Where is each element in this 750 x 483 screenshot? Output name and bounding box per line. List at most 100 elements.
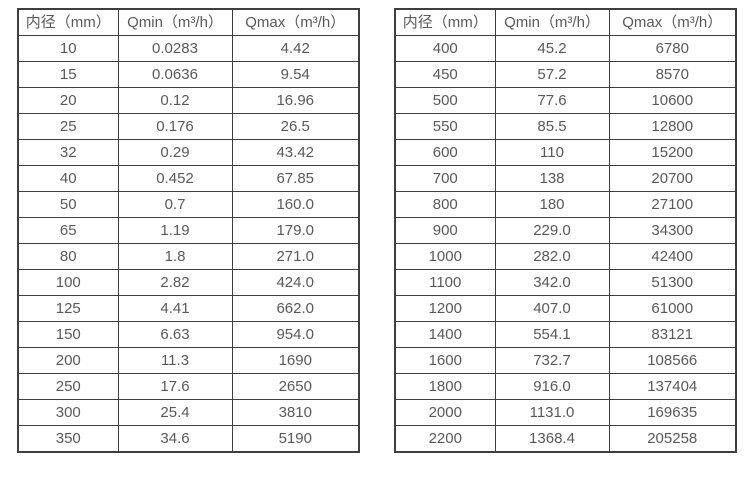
- table-cell: 179.0: [231, 217, 360, 244]
- table-cell: 125: [17, 295, 119, 322]
- table-cell: 1.19: [117, 217, 233, 244]
- table-cell: 16.96: [231, 87, 360, 114]
- table-cell: 662.0: [231, 295, 360, 322]
- table-row: 25 0.176 26.5: [17, 113, 360, 140]
- table-row: 350 34.6 5190: [17, 425, 360, 453]
- table-cell: 407.0: [494, 295, 610, 322]
- table-cell: 45.2: [494, 35, 610, 62]
- flow-spec-table-large-diameters: 内径（mm） Qmin（m³/h） Qmax（m³/h） 400 45.2 6780 450…: [394, 8, 737, 453]
- column-header: Qmin（m³/h）: [117, 8, 233, 36]
- column-header: Qmax（m³/h）: [231, 8, 360, 36]
- table-cell: 4.41: [117, 295, 233, 322]
- column-header: Qmax（m³/h）: [608, 8, 737, 36]
- table-cell: 137404: [608, 373, 737, 400]
- table-cell: 34300: [608, 217, 737, 244]
- table-cell: 27100: [608, 191, 737, 218]
- table-row: 20 0.12 16.96: [17, 87, 360, 114]
- table-row: 200 11.3 1690: [17, 347, 360, 374]
- table-cell: 250: [17, 373, 119, 400]
- table-cell: 80: [17, 243, 119, 270]
- table-row: 400 45.2 6780: [394, 35, 737, 62]
- table-cell: 1800: [394, 373, 496, 400]
- table-cell: 2.82: [117, 269, 233, 296]
- table-cell: 160.0: [231, 191, 360, 218]
- table-cell: 61000: [608, 295, 737, 322]
- table-cell: 67.85: [231, 165, 360, 192]
- table-cell: 10600: [608, 87, 737, 114]
- table-cell: 1400: [394, 321, 496, 348]
- table-cell: 900: [394, 217, 496, 244]
- table-cell: 550: [394, 113, 496, 140]
- table-cell: 83121: [608, 321, 737, 348]
- table-cell: 0.176: [117, 113, 233, 140]
- table-cell: 77.6: [494, 87, 610, 114]
- table-cell: 150: [17, 321, 119, 348]
- table-cell: 342.0: [494, 269, 610, 296]
- table-cell: 400: [394, 35, 496, 62]
- table-row: 32 0.29 43.42: [17, 139, 360, 166]
- table-cell: 32: [17, 139, 119, 166]
- table-row: 250 17.6 2650: [17, 373, 360, 400]
- table-row: 50 0.7 160.0: [17, 191, 360, 218]
- table-row: 80 1.8 271.0: [17, 243, 360, 270]
- table-cell: 65: [17, 217, 119, 244]
- table-cell: 6.63: [117, 321, 233, 348]
- table-cell: 9.54: [231, 61, 360, 88]
- table-row: 2000 1131.0 169635: [394, 399, 737, 426]
- table-cell: 34.6: [117, 425, 233, 453]
- table-cell: 450: [394, 61, 496, 88]
- table-cell: 282.0: [494, 243, 610, 270]
- table-cell: 554.1: [494, 321, 610, 348]
- table-cell: 0.29: [117, 139, 233, 166]
- header-row: 内径（mm） Qmin（m³/h） Qmax（m³/h）: [394, 8, 737, 36]
- table-cell: 300: [17, 399, 119, 426]
- table-cell: 1.8: [117, 243, 233, 270]
- table-row: 550 85.5 12800: [394, 113, 737, 140]
- table-cell: 57.2: [494, 61, 610, 88]
- table-cell: 0.7: [117, 191, 233, 218]
- table-cell: 40: [17, 165, 119, 192]
- table-cell: 271.0: [231, 243, 360, 270]
- table-cell: 1600: [394, 347, 496, 374]
- table-cell: 15200: [608, 139, 737, 166]
- table-row: 1800 916.0 137404: [394, 373, 737, 400]
- table-cell: 8570: [608, 61, 737, 88]
- table-row: 300 25.4 3810: [17, 399, 360, 426]
- table-cell: 0.0283: [117, 35, 233, 62]
- table-cell: 916.0: [494, 373, 610, 400]
- table-cell: 1100: [394, 269, 496, 296]
- table-cell: 100: [17, 269, 119, 296]
- table-cell: 1690: [231, 347, 360, 374]
- table-row: 700 138 20700: [394, 165, 737, 192]
- table-cell: 1131.0: [494, 399, 610, 426]
- table-cell: 200: [17, 347, 119, 374]
- table-row: 1400 554.1 83121: [394, 321, 737, 348]
- table-row: 500 77.6 10600: [394, 87, 737, 114]
- table-cell: 15: [17, 61, 119, 88]
- table-cell: 26.5: [231, 113, 360, 140]
- table-row: 600 110 15200: [394, 139, 737, 166]
- table-cell: 1368.4: [494, 425, 610, 453]
- table-cell: 700: [394, 165, 496, 192]
- table-cell: 500: [394, 87, 496, 114]
- table-cell: 800: [394, 191, 496, 218]
- table-cell: 51300: [608, 269, 737, 296]
- table-cell: 732.7: [494, 347, 610, 374]
- table-row: 800 180 27100: [394, 191, 737, 218]
- table-row: 1000 282.0 42400: [394, 243, 737, 270]
- table-cell: 5190: [231, 425, 360, 453]
- table-cell: 12800: [608, 113, 737, 140]
- table-row: 450 57.2 8570: [394, 61, 737, 88]
- table-cell: 25.4: [117, 399, 233, 426]
- column-header: 内径（mm）: [394, 8, 496, 36]
- header-row: 内径（mm） Qmin（m³/h） Qmax（m³/h）: [17, 8, 360, 36]
- table-cell: 2650: [231, 373, 360, 400]
- table-cell: 0.452: [117, 165, 233, 192]
- table-cell: 0.12: [117, 87, 233, 114]
- flow-spec-table-small-diameters: 内径（mm） Qmin（m³/h） Qmax（m³/h） 10 0.0283 4.42 15…: [17, 8, 360, 453]
- column-header: 内径（mm）: [17, 8, 119, 36]
- table-row: 2200 1368.4 205258: [394, 425, 737, 453]
- table-cell: 17.6: [117, 373, 233, 400]
- table-row: 900 229.0 34300: [394, 217, 737, 244]
- table-cell: 4.42: [231, 35, 360, 62]
